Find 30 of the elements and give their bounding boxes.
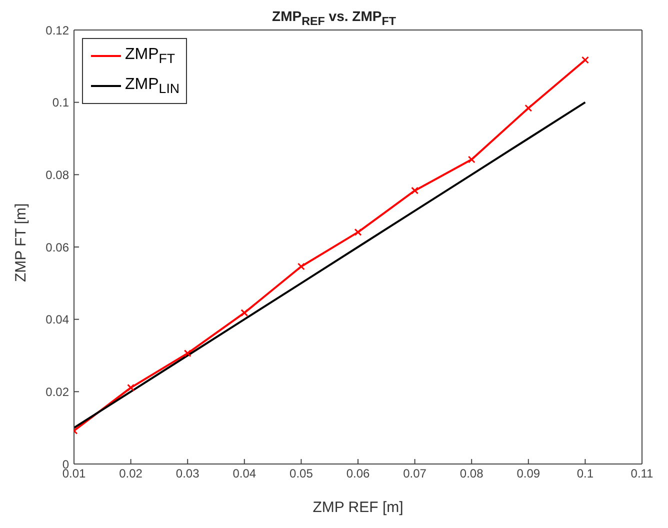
point [354,228,362,236]
x-tick-label: 0.05 [290,466,314,481]
y-tick-label: 0.06 [46,240,70,254]
point [468,156,476,164]
chart-title: ZMP$_{REF}$ vs. ZMP$_{FT}$ [272,8,396,28]
y-axis-title: ZMP FT [m] [12,203,30,282]
point [411,186,419,194]
x-tick-label: 0.08 [460,466,484,481]
y-tick-label: 0.04 [46,312,70,327]
x-axis-title: ZMP REF [m] [312,499,404,516]
x-tick-label: 0.03 [176,466,200,481]
point [127,384,135,392]
y-tick-label: 0.08 [46,168,70,182]
x-tick-label: 0.02 [119,466,143,481]
x-tick-label: 0.1 [576,466,594,481]
point [184,350,192,358]
x-tick-label: 0.11 [630,466,654,481]
x-tick-label: 0.06 [346,466,370,481]
y-tick-label: 0.02 [46,384,70,399]
y-tick-label: 0.1 [52,96,70,110]
point [297,262,305,270]
x-tick-label: 0.09 [516,466,540,481]
y-tick-label: 0.12 [46,23,70,38]
x-tick-label: 0.04 [232,466,256,481]
legend-label: ZMP$_{LIN}$ [125,76,180,96]
x-tick-label: 0.07 [403,466,427,481]
point [581,56,589,64]
legend-label: ZMP$_{FT}$ [125,46,176,66]
point [524,104,532,112]
point [240,309,248,317]
